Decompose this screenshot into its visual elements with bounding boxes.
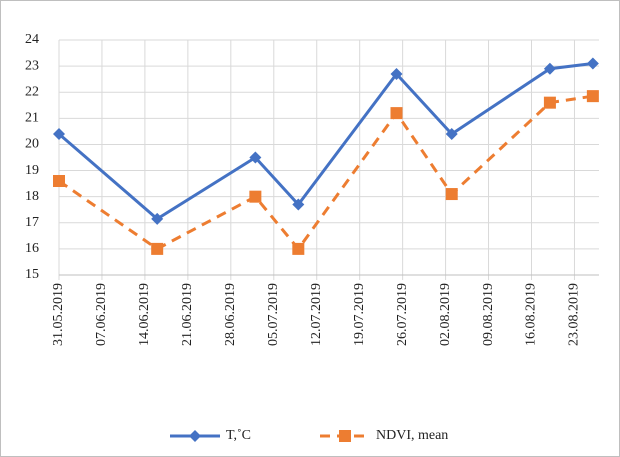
marker [445,188,458,201]
x-tick-label: 12.07.2019 [309,283,324,346]
x-tick-label: 05.07.2019 [266,283,281,346]
y-tick-label: 23 [25,58,39,73]
marker [249,190,262,203]
y-tick-label: 22 [25,84,39,99]
marker [445,128,458,140]
marker [390,107,403,120]
line [58,94,594,252]
x-tick-label: 14.06.2019 [137,283,152,346]
marker [292,242,305,255]
marker [53,175,65,187]
marker [339,430,351,442]
marker [390,67,403,80]
y-tick-label: 20 [25,137,39,152]
x-tick-label: 07.06.2019 [94,283,109,346]
x-tick-label: 31.05.2019 [51,283,66,346]
y-tick-label: 18 [25,189,39,204]
marker [586,90,599,103]
legend-label: T,˚C [226,428,251,443]
x-tick-label: 09.08.2019 [481,283,496,346]
y-tick-label: 24 [25,32,39,47]
y-tick-label: 21 [25,111,39,126]
x-tick-label: 02.08.2019 [438,283,453,346]
marker [586,57,599,70]
line [58,62,594,221]
marker [189,430,201,442]
marker [543,96,556,109]
marker [151,242,164,255]
marker [292,198,305,211]
marker [543,62,556,75]
y-tick-label: 15 [25,267,39,282]
x-tick-label: 23.08.2019 [567,283,582,346]
x-tick-label: 16.08.2019 [524,283,539,346]
legend-label: NDVI, mean [376,428,448,443]
marker [53,128,65,140]
y-tick-label: 19 [25,163,39,178]
marker [151,212,164,225]
marker [249,151,262,164]
y-tick-label: 16 [25,241,39,256]
y-tick-label: 17 [25,215,39,230]
x-tick-label: 19.07.2019 [352,283,367,346]
x-tick-label: 21.06.2019 [180,283,195,346]
x-tick-label: 28.06.2019 [223,283,238,346]
x-tick-label: 26.07.2019 [395,283,410,346]
